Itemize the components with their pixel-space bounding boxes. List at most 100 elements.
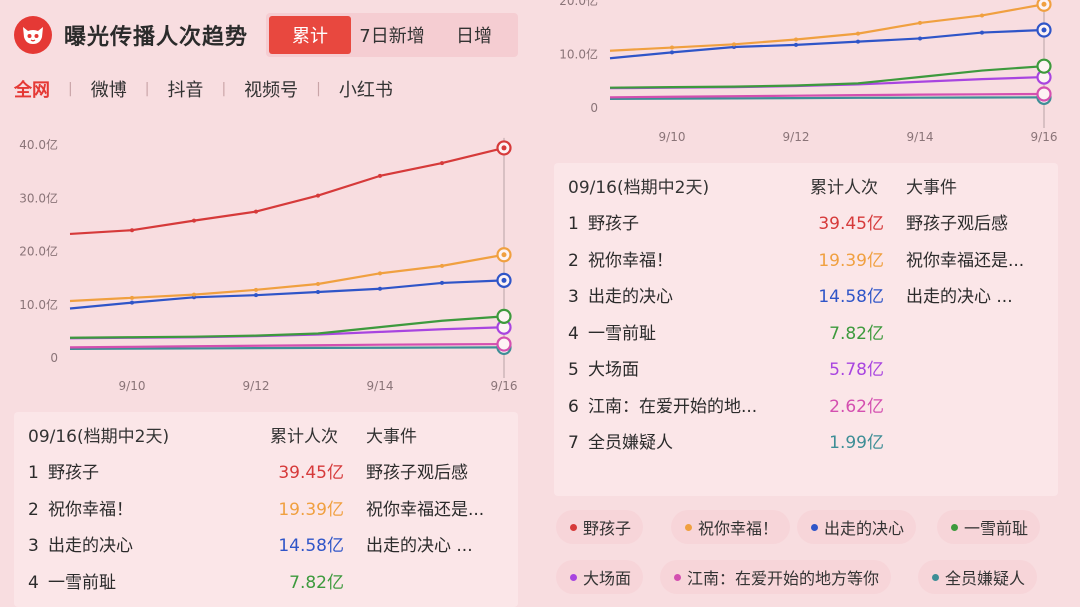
divider: | [221, 81, 227, 97]
series-line [69, 253, 505, 303]
row-event: 祝你幸福还是... [906, 250, 1025, 271]
platform-tab-douyin[interactable]: 抖音 [167, 80, 204, 101]
row-title: 江南：在爱开始的地... [588, 396, 758, 417]
row-title: 大场面 [588, 360, 639, 380]
x-tick-label: 9/10 [119, 379, 146, 393]
tooltip-row: 2 祝你幸福！ 19.39亿 祝你幸福还是... [554, 246, 1058, 276]
data-point-highlight[interactable] [1036, 86, 1052, 102]
legend-item[interactable]: 出走的决心 [797, 510, 917, 544]
x-tick-label: 9/10 [659, 130, 686, 144]
data-point-center [501, 252, 507, 258]
data-point [378, 271, 382, 276]
x-tick-label: 9/14 [907, 130, 934, 144]
row-value: 14.58亿 [818, 287, 884, 307]
metric-segmented-control: 累计 7日新增 日增 [266, 13, 518, 57]
tooltip-header: 09/16(档期中2天) 累计人次 大事件 [14, 422, 518, 452]
platform-tab-weibo[interactable]: 微博 [90, 80, 127, 101]
cat-face-icon [14, 16, 52, 54]
data-point [378, 286, 382, 291]
tab-7day-new[interactable]: 7日新增 [359, 26, 425, 47]
tooltip-row: 4 一雪前耻 7.82亿 [14, 568, 518, 598]
data-point-highlight[interactable] [496, 336, 512, 352]
row-rank: 3 [568, 287, 579, 307]
tooltip-date: 09/16(档期中2天) [568, 178, 710, 198]
y-tick-label: 10.0亿 [559, 47, 598, 62]
platform-tab-all[interactable]: 全网 [14, 80, 50, 101]
tooltip-row: 4 一雪前耻 7.82亿 [554, 319, 1058, 349]
platform-tab-channels[interactable]: 视频号 [244, 80, 299, 101]
tooltip-date: 09/16(档期中2天) [28, 427, 170, 447]
tooltip-row: 2 祝你幸福！ 19.39亿 祝你幸福还是... [14, 495, 518, 525]
x-tick-label: 9/12 [243, 379, 270, 393]
row-title: 出走的决心 [588, 287, 673, 307]
data-point-highlight[interactable] [1036, 58, 1052, 74]
data-point [316, 193, 320, 198]
legend-item[interactable]: 祝你幸福！ [671, 510, 791, 544]
row-value: 7.82亿 [289, 572, 344, 593]
data-point-center [1041, 1, 1047, 7]
series-line [69, 146, 505, 236]
row-value: 39.45亿 [278, 463, 344, 483]
data-point [130, 295, 134, 300]
data-point [254, 209, 258, 214]
row-rank: 2 [28, 499, 39, 520]
row-title: 一雪前耻 [588, 323, 656, 344]
legend-label: 野孩子 [583, 519, 632, 538]
row-title: 野孩子 [48, 463, 99, 483]
row-value: 1.99亿 [829, 433, 884, 453]
row-event: 野孩子观后感 [906, 214, 1008, 234]
data-point [794, 37, 798, 42]
tooltip-event-header: 大事件 [366, 427, 417, 447]
row-title: 出走的决心 [48, 536, 133, 556]
tab-cumulative[interactable]: 累计 [269, 16, 351, 54]
tab-daily[interactable]: 日增 [456, 26, 492, 47]
row-title: 一雪前耻 [48, 572, 116, 593]
tooltip-card: 09/16(档期中2天) 累计人次 大事件 1 野孩子 39.45亿 野孩子观后感 2 祝你幸福… [554, 163, 1058, 496]
platform-tab-xiaohongshu[interactable]: 小红书 [338, 80, 393, 101]
tooltip-card: 09/16(档期中2天) 累计人次 大事件 1 野孩子 39.45亿 野孩子观后感 2 祝你幸福… [14, 412, 518, 607]
legend-dot-icon [951, 523, 958, 531]
legend-item[interactable]: 大场面 [556, 560, 644, 594]
legend-dot-icon [685, 523, 692, 531]
y-tick-label: 30.0亿 [19, 190, 58, 205]
data-point [670, 45, 674, 50]
y-tick-label: 0 [590, 101, 598, 115]
legend-label: 全员嫌疑人 [945, 569, 1026, 588]
series-line [609, 28, 1045, 60]
row-value: 39.45亿 [818, 214, 884, 234]
legend-item[interactable]: 江南：在爱开始的地方等你 [660, 560, 892, 594]
row-rank: 5 [568, 360, 579, 380]
row-title: 野孩子 [588, 214, 639, 234]
series-line [609, 3, 1045, 52]
data-point-highlight[interactable] [496, 308, 512, 324]
row-rank: 6 [568, 396, 579, 417]
legend-item[interactable]: 野孩子 [556, 510, 644, 544]
divider: | [316, 81, 321, 97]
data-point [440, 263, 444, 268]
series-line [609, 96, 1045, 101]
row-rank: 3 [28, 536, 39, 556]
legend-label: 出走的决心 [824, 519, 905, 538]
tooltip-row: 1 野孩子 39.45亿 野孩子观后感 [554, 209, 1058, 239]
tooltip-event-header: 大事件 [906, 178, 957, 198]
trend-line-chart[interactable]: 0 10.0亿 20.0亿 30.0亿 40.0亿 9/10 9/12 9/14 9/16 [0, 125, 540, 410]
row-event: 出走的决心 ... [366, 536, 473, 556]
data-point [670, 50, 674, 55]
tooltip-header: 09/16(档期中2天) 累计人次 大事件 [554, 173, 1058, 203]
trend-line-chart-zoomed[interactable]: 0 10.0亿 20.0亿 9/10 9/12 9/14 9/16 [540, 0, 1080, 155]
data-point [316, 289, 320, 294]
data-point [254, 293, 258, 298]
legend-item[interactable]: 一雪前耻 [937, 510, 1041, 544]
data-point [130, 300, 134, 305]
row-title: 祝你幸福！ [48, 499, 133, 520]
data-point [856, 31, 860, 36]
data-point-center [1041, 27, 1047, 33]
data-point [732, 42, 736, 47]
legend-dot-icon [570, 523, 577, 531]
row-event: 出走的决心 ... [906, 287, 1013, 307]
series-line [69, 315, 505, 339]
divider: | [144, 81, 150, 97]
legend-item[interactable]: 全员嫌疑人 [918, 560, 1038, 594]
data-point [980, 30, 984, 35]
x-tick-label: 9/16 [1031, 130, 1058, 144]
